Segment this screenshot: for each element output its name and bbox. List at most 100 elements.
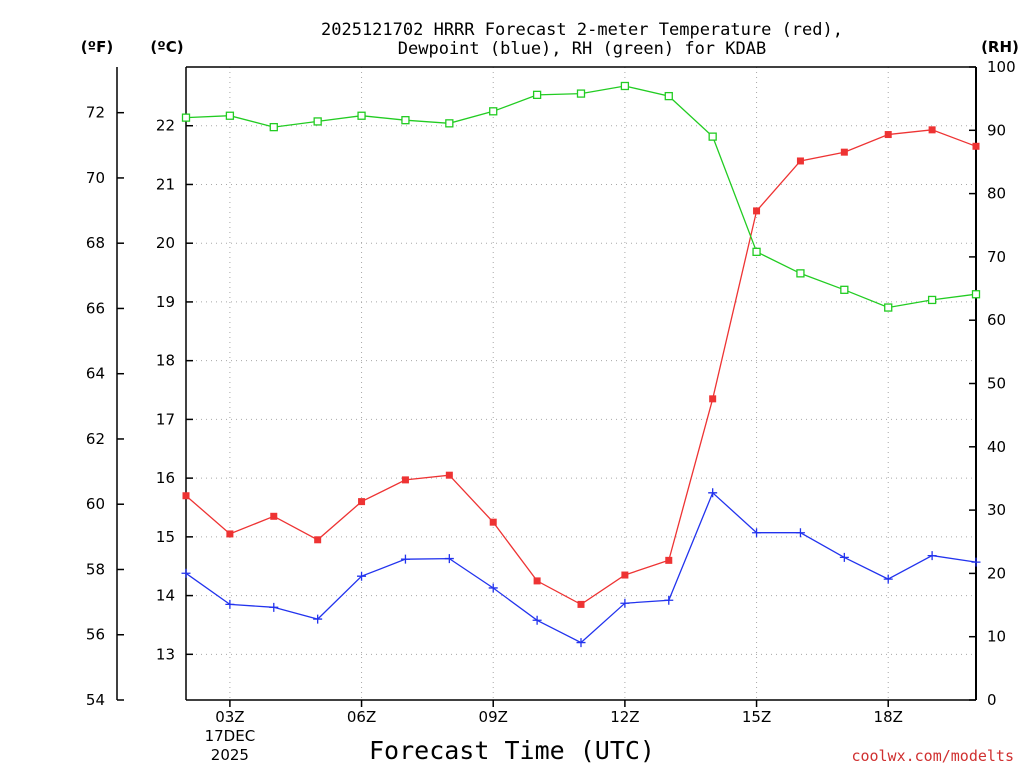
dewpoint-point [752,528,762,538]
x-tick-label: 03Z [215,708,244,726]
dewpoint-point [664,595,674,605]
temperature-point [972,142,980,150]
temperature-point [665,556,673,564]
dewpoint-point [927,551,937,561]
rh-point [620,81,630,91]
rh-series [181,81,981,312]
rh-tick-label: 40 [987,438,1006,456]
series-layer [181,81,981,648]
rh-point [532,90,542,100]
temperature-point [577,600,585,608]
c-tick-label: 18 [156,352,175,370]
c-tick-label: 17 [156,410,175,428]
c-tick-label: 14 [156,587,175,605]
rh-point [708,132,717,141]
rh-axis: 0 10 20 30 40 50 60 70 80 90 100 [969,58,1016,709]
rh-point [971,290,981,299]
fahrenheit-axis: 54 56 58 60 62 64 66 68 70 72 [86,104,124,709]
f-tick-label: 56 [86,626,105,644]
dewpoint-line [185,491,977,644]
temperature-point [709,395,717,403]
rh-point [313,117,322,126]
c-tick-label: 21 [156,175,175,193]
f-tick-label: 54 [86,691,105,709]
c-tick-label: 16 [156,469,175,487]
rh-tick-label: 80 [987,185,1006,203]
rh-tick-label: 20 [987,564,1006,582]
rh-point [884,303,893,312]
rh-tick-label: 30 [987,501,1006,519]
temperature-series [182,126,980,608]
dewpoint-point [883,574,893,584]
dewpoint-point [708,488,718,498]
grid-lines [186,67,976,700]
celsius-axis: 13 14 15 16 17 18 19 20 21 22 [156,117,193,663]
rh-point [752,247,761,256]
x-tick-label: 15Z [742,708,771,726]
f-tick-label: 70 [86,169,105,187]
dewpoint-point [313,614,323,624]
rh-point [445,119,454,128]
dewpoint-point [576,638,586,648]
temperature-point [182,492,190,500]
c-tick-label: 19 [156,293,175,311]
dewpoint-point [181,568,191,578]
temperature-line [185,129,977,606]
rh-tick-label: 60 [987,311,1006,329]
c-tick-label: 20 [156,234,175,252]
temperature-point [270,512,278,520]
dewpoint-point [532,615,542,625]
rh-point [840,285,849,294]
rh-tick-label: 10 [987,628,1006,646]
temperature-point [445,471,453,479]
rh-tick-label: 50 [987,375,1006,393]
f-tick-label: 64 [86,365,105,383]
celsius-unit-label: (ºC) [150,38,183,56]
x-year-label: 2025 [211,746,249,764]
f-tick-label: 58 [86,560,105,578]
f-tick-label: 72 [86,104,105,122]
f-tick-label: 60 [86,495,105,513]
chart-title: 2025121702 HRRR Forecast 2-meter Tempera… [321,20,843,40]
chart-subtitle: Dewpoint (blue), RH (green) for KDAB [398,39,766,59]
temperature-point [314,536,322,544]
temperature-point [928,126,936,134]
rh-point [225,111,235,120]
dewpoint-point [357,571,367,581]
rh-unit-label: (RH) [981,38,1019,56]
f-tick-label: 68 [86,234,105,252]
temperature-point [840,148,848,156]
plot-frame [116,66,977,701]
dewpoint-point [444,554,454,564]
rh-point [269,122,278,132]
f-tick-label: 66 [86,299,105,317]
x-date-label: 17DEC [205,727,256,745]
x-tick-label: 18Z [874,708,903,726]
temperature-point [358,498,366,506]
dewpoint-point [225,599,235,609]
rh-tick-label: 90 [987,121,1006,139]
temperature-point [489,518,497,526]
temperature-point [621,571,629,579]
temperature-point [796,157,804,165]
x-tick-label: 06Z [347,708,376,726]
x-axis-title: Forecast Time (UTC) [369,736,655,765]
temperature-point [753,207,761,215]
temperature-point [884,131,892,139]
c-tick-label: 13 [156,645,175,663]
c-tick-label: 15 [156,528,175,546]
fahrenheit-unit-label: (ºF) [81,38,113,56]
rh-point [927,295,937,305]
dewpoint-point [620,598,630,608]
dewpoint-point [269,602,279,612]
x-tick-label: 09Z [479,708,508,726]
dewpoint-point [795,528,805,538]
c-tick-label: 22 [156,117,175,135]
rh-point [489,107,498,116]
rh-point [576,89,586,98]
rh-point [181,113,191,122]
rh-point [664,91,673,101]
rh-tick-label: 100 [987,58,1016,76]
